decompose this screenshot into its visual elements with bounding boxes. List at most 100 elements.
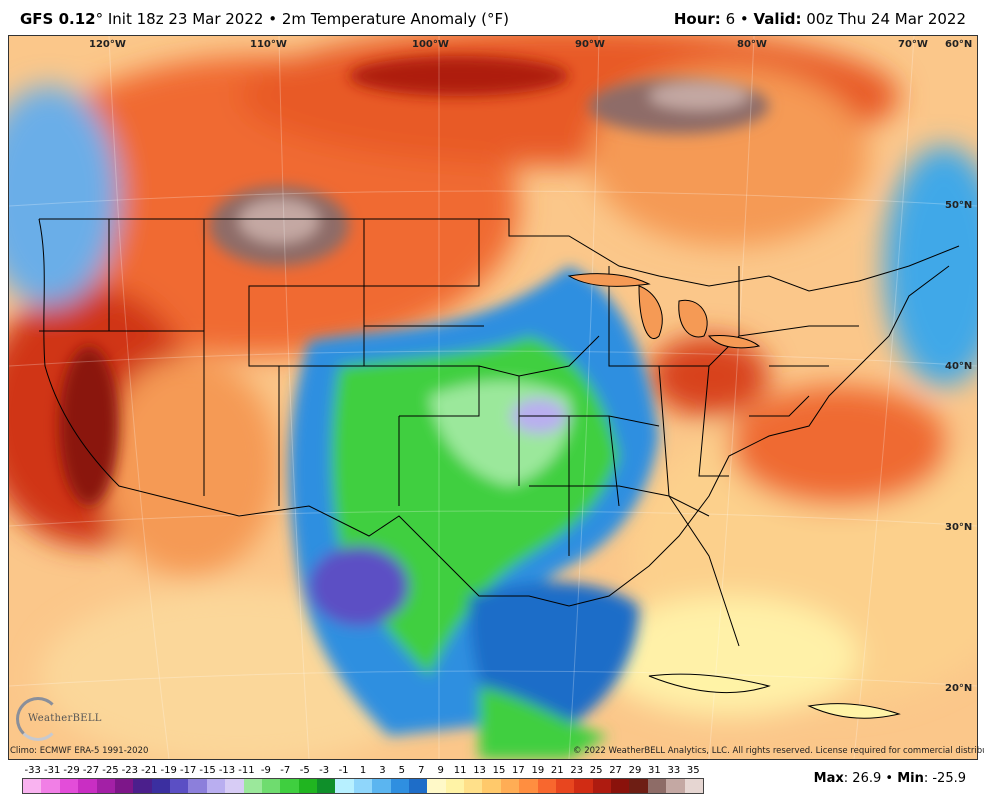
hour-label: Hour: (673, 10, 721, 28)
max-min-readout: Max: 26.9 • Min: -25.9 (814, 771, 966, 786)
lon-label-90w: 90°W (575, 39, 605, 50)
colorbar-swatch (353, 779, 373, 793)
colorbar-swatch (519, 779, 538, 793)
colorbar-tick-label: -21 (141, 765, 158, 776)
colorbar-tick-label: 21 (550, 765, 564, 776)
colorbar-tick-label: -23 (121, 765, 139, 776)
state-borders (38, 218, 960, 647)
lat-label-60n: 60°N (945, 39, 972, 50)
colorbar-tick-label: -1 (338, 765, 349, 776)
model-name: GFS 0.12 (20, 10, 96, 28)
colorbar-swatch (23, 779, 42, 793)
colorbar-swatch (317, 779, 336, 793)
colorbar-tick-label: -17 (179, 765, 197, 776)
map-title: GFS 0.12° Init 18z 23 Mar 2022 • 2m Temp… (20, 10, 509, 28)
max-value: : 26.9 (843, 771, 882, 786)
logo-text: WeatherBELL (28, 713, 102, 724)
colorbar-tick-label: 9 (437, 765, 444, 776)
colorbar-swatch (335, 779, 354, 793)
colorbar-tick-label: -15 (199, 765, 216, 776)
colorbar-swatch (574, 779, 593, 793)
valid-time-info: Hour: 6 • Valid: 00z Thu 24 Mar 2022 (674, 10, 966, 28)
weatherbell-logo: WeatherBELL (12, 697, 102, 741)
colorbar-swatch (41, 779, 60, 793)
colorbar-swatch (372, 779, 391, 793)
longitude-labels: 120°W 110°W 100°W 90°W 80°W 70°W (89, 39, 928, 50)
lon-label-120w: 120°W (89, 39, 126, 50)
climo-source: Climo: ECMWF ERA-5 1991-2020 (10, 746, 149, 756)
colorbar-tick-label: 5 (398, 765, 406, 776)
map-canvas: 120°W 110°W 100°W 90°W 80°W 70°W 60°N 50… (9, 36, 977, 759)
colorbar-swatch (243, 779, 262, 793)
colorbar-swatch (114, 779, 134, 793)
colorbar-swatch (666, 779, 685, 793)
separator-bullet-2: • (735, 10, 754, 28)
colorbar-tick-label: 3 (379, 765, 386, 776)
colorbar-swatch (151, 779, 170, 793)
lon-label-70w: 70°W (898, 39, 928, 50)
latitude-labels: 60°N 50°N 40°N 30°N 20°N (945, 39, 972, 694)
product-name: 2m Temperature Anomaly (°F) (281, 10, 509, 28)
colorbar-tick-label: -25 (102, 765, 119, 776)
colorbar-tick-label: -27 (82, 765, 100, 776)
colorbar-swatch (298, 779, 317, 793)
lat-label-20n: 20°N (945, 683, 972, 694)
colorbar-swatch (188, 779, 207, 793)
maxmin-separator: • (881, 771, 898, 786)
colorbar-swatch (592, 779, 611, 793)
colorbar-tick-label: 35 (686, 765, 700, 776)
colorbar-swatch (684, 779, 703, 793)
colorbar-tick-label: 7 (418, 765, 425, 776)
colorbar-tick-label: 17 (512, 765, 525, 776)
colorbar-swatch (170, 779, 189, 793)
cold-anomaly-field (289, 266, 659, 759)
colorbar-swatch (96, 779, 115, 793)
colorbar-tick-label: 27 (609, 765, 622, 776)
colorbar-tick-label: 13 (473, 765, 486, 776)
colorbar-tick-label: 1 (359, 765, 367, 776)
colorbar-tick-label: 31 (648, 765, 661, 776)
colorbar-tick-label: 29 (628, 765, 642, 776)
colorbar-swatch (629, 779, 648, 793)
colorbar-swatch (611, 779, 630, 793)
graticule (9, 36, 977, 759)
colorbar-tick-label: -3 (319, 765, 330, 776)
warm-anomaly-core (59, 56, 769, 506)
colorbar-tick-label: -33 (24, 765, 41, 776)
colorbar-swatch (59, 779, 79, 793)
colorbar-swatch (78, 779, 97, 793)
colorbar-tick-label: -9 (260, 765, 271, 776)
colorbar-swatch (408, 779, 428, 793)
colorbar-swatch (482, 779, 501, 793)
colorbar-tick-label: -7 (280, 765, 291, 776)
title-bar: GFS 0.12° Init 18z 23 Mar 2022 • 2m Temp… (0, 0, 984, 34)
colorbar-tick-label: 15 (492, 765, 506, 776)
colorbar-tick-label: -5 (299, 765, 310, 776)
lon-label-80w: 80°W (737, 39, 767, 50)
colorbar-swatch (464, 779, 483, 793)
valid-value: 00z Thu 24 Mar 2022 (801, 10, 966, 28)
logo-swirl-icon (16, 697, 60, 741)
colorbar-swatch (390, 779, 409, 793)
lat-label-40n: 40°N (945, 361, 972, 372)
colorbar-swatch (133, 779, 152, 793)
colorbar-tick-label: -19 (160, 765, 177, 776)
copyright-notice: © 2022 WeatherBELL Analytics, LLC. All r… (573, 746, 984, 756)
colorbar (22, 778, 704, 794)
separator-bullet: • (263, 10, 282, 28)
colorbar-tick-label: 19 (531, 765, 545, 776)
colorbar-swatch (261, 779, 281, 793)
colorbar-swatch (225, 779, 244, 793)
colorbar-swatch (445, 779, 464, 793)
colorbar-swatch (280, 779, 299, 793)
colorbar-tick-label: -29 (63, 765, 80, 776)
temperature-anomaly-map[interactable]: 120°W 110°W 100°W 90°W 80°W 70°W 60°N 50… (8, 35, 978, 760)
colorbar-swatch (206, 779, 226, 793)
lat-label-30n: 30°N (945, 522, 972, 533)
lon-label-110w: 110°W (250, 39, 287, 50)
max-label: Max (813, 771, 844, 786)
colorbar-tick-label: 23 (570, 765, 584, 776)
lat-label-50n: 50°N (945, 200, 972, 211)
lon-label-100w: 100°W (412, 39, 449, 50)
hour-value: 6 (720, 10, 736, 28)
